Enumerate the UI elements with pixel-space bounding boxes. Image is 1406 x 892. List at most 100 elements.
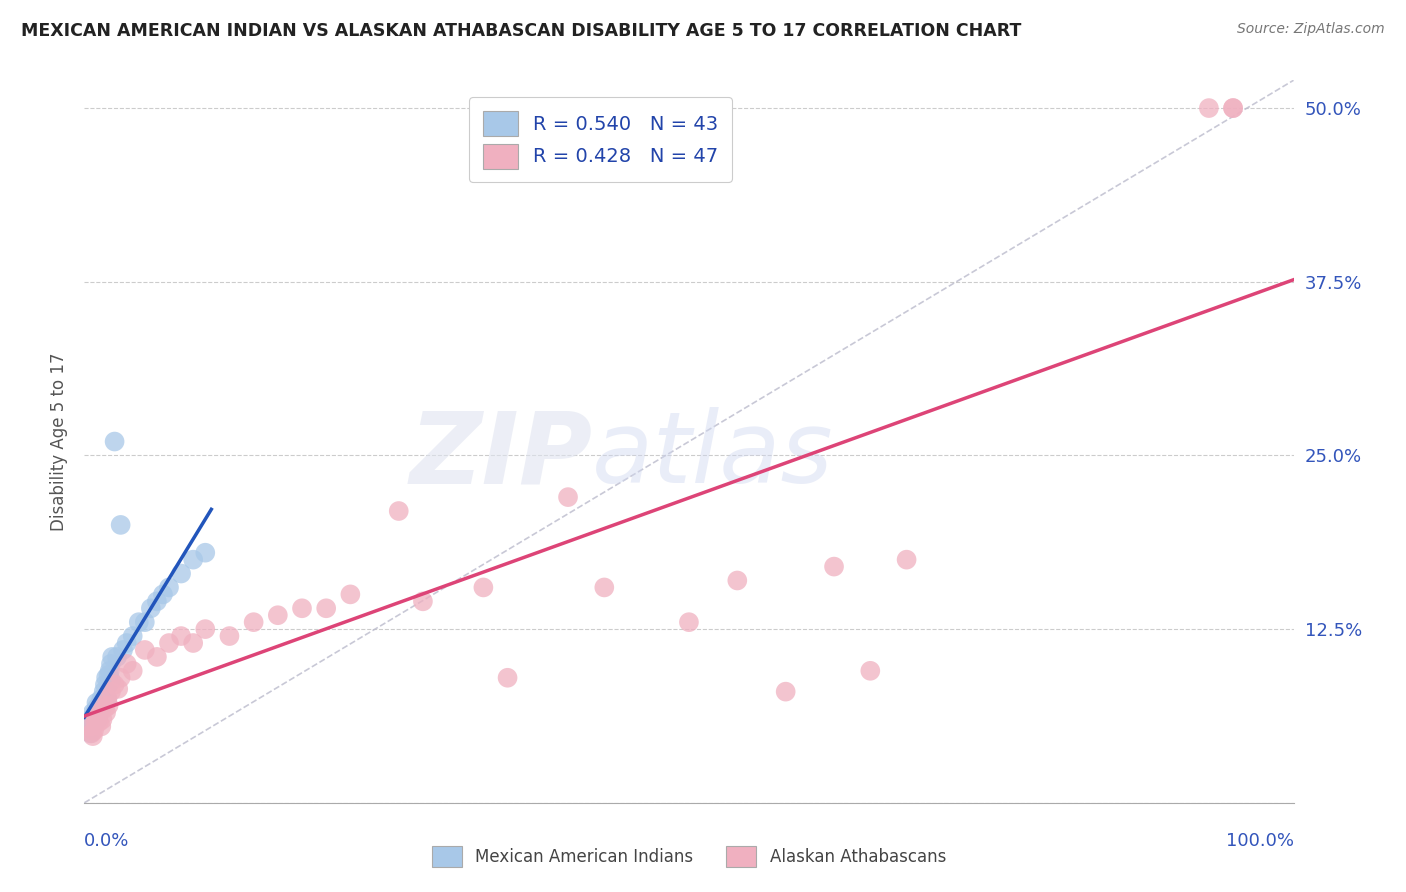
Point xyxy=(91,691,114,706)
Point xyxy=(82,719,104,733)
Point xyxy=(86,713,108,727)
Point xyxy=(593,581,616,595)
Point xyxy=(218,629,240,643)
Point xyxy=(100,684,122,698)
Point xyxy=(94,706,117,720)
Point xyxy=(79,713,101,727)
Point xyxy=(557,490,579,504)
Point xyxy=(87,715,110,730)
Point xyxy=(107,681,129,696)
Point xyxy=(104,434,127,449)
Point xyxy=(181,552,204,566)
Point xyxy=(84,706,107,720)
Point xyxy=(82,729,104,743)
Point xyxy=(86,696,108,710)
Point xyxy=(84,713,107,727)
Point xyxy=(86,713,108,727)
Point xyxy=(97,678,120,692)
Point xyxy=(412,594,434,608)
Point xyxy=(91,698,114,713)
Point xyxy=(134,615,156,630)
Point xyxy=(896,552,918,566)
Text: 0.0%: 0.0% xyxy=(84,831,129,850)
Point xyxy=(110,671,132,685)
Point xyxy=(128,615,150,630)
Point xyxy=(121,664,143,678)
Point xyxy=(823,559,845,574)
Point xyxy=(101,649,124,664)
Point xyxy=(87,706,110,720)
Point xyxy=(104,678,127,692)
Point xyxy=(91,713,114,727)
Point xyxy=(170,566,193,581)
Point xyxy=(115,636,138,650)
Point xyxy=(83,715,105,730)
Point xyxy=(242,615,264,630)
Point xyxy=(100,657,122,671)
Point xyxy=(86,701,108,715)
Point xyxy=(96,691,118,706)
Point xyxy=(89,706,111,720)
Point xyxy=(157,581,180,595)
Text: ZIP: ZIP xyxy=(409,408,592,505)
Point xyxy=(146,594,169,608)
Point xyxy=(97,698,120,713)
Point xyxy=(94,671,117,685)
Point xyxy=(339,587,361,601)
Point xyxy=(112,643,135,657)
Point xyxy=(678,615,700,630)
Point xyxy=(110,517,132,532)
Text: Source: ZipAtlas.com: Source: ZipAtlas.com xyxy=(1237,22,1385,37)
Point xyxy=(80,726,103,740)
Text: 100.0%: 100.0% xyxy=(1226,831,1294,850)
Point xyxy=(94,678,117,692)
Point xyxy=(94,701,117,715)
Point xyxy=(90,691,112,706)
Point xyxy=(859,664,882,678)
Point xyxy=(97,668,120,682)
Point xyxy=(496,671,519,685)
Point xyxy=(267,608,290,623)
Point xyxy=(775,684,797,698)
Point xyxy=(105,649,128,664)
Point xyxy=(472,581,495,595)
Point xyxy=(194,622,217,636)
Point xyxy=(83,723,105,738)
Point xyxy=(1222,101,1244,115)
Text: atlas: atlas xyxy=(592,408,834,505)
Point xyxy=(157,636,180,650)
Legend: Mexican American Indians, Alaskan Athabascans: Mexican American Indians, Alaskan Athaba… xyxy=(425,839,953,874)
Point xyxy=(388,504,411,518)
Point xyxy=(87,698,110,713)
Point xyxy=(82,706,104,720)
Point xyxy=(86,709,108,723)
Point xyxy=(96,691,118,706)
Point xyxy=(93,684,115,698)
Point xyxy=(89,701,111,715)
Point xyxy=(291,601,314,615)
Point xyxy=(181,636,204,650)
Point xyxy=(98,664,121,678)
Point xyxy=(170,629,193,643)
Point xyxy=(90,719,112,733)
Point xyxy=(194,546,217,560)
Point xyxy=(315,601,337,615)
Point xyxy=(115,657,138,671)
Point xyxy=(79,719,101,733)
Point xyxy=(79,726,101,740)
Point xyxy=(1198,101,1220,115)
Point xyxy=(79,719,101,733)
Point xyxy=(121,629,143,643)
Point xyxy=(1222,101,1244,115)
Y-axis label: Disability Age 5 to 17: Disability Age 5 to 17 xyxy=(49,352,67,531)
Point xyxy=(139,601,162,615)
Text: MEXICAN AMERICAN INDIAN VS ALASKAN ATHABASCAN DISABILITY AGE 5 TO 17 CORRELATION: MEXICAN AMERICAN INDIAN VS ALASKAN ATHAB… xyxy=(21,22,1022,40)
Point xyxy=(725,574,748,588)
Point xyxy=(146,649,169,664)
Point xyxy=(93,698,115,713)
Point xyxy=(84,715,107,730)
Point xyxy=(152,587,174,601)
Point xyxy=(100,673,122,688)
Point xyxy=(86,709,108,723)
Point xyxy=(134,643,156,657)
